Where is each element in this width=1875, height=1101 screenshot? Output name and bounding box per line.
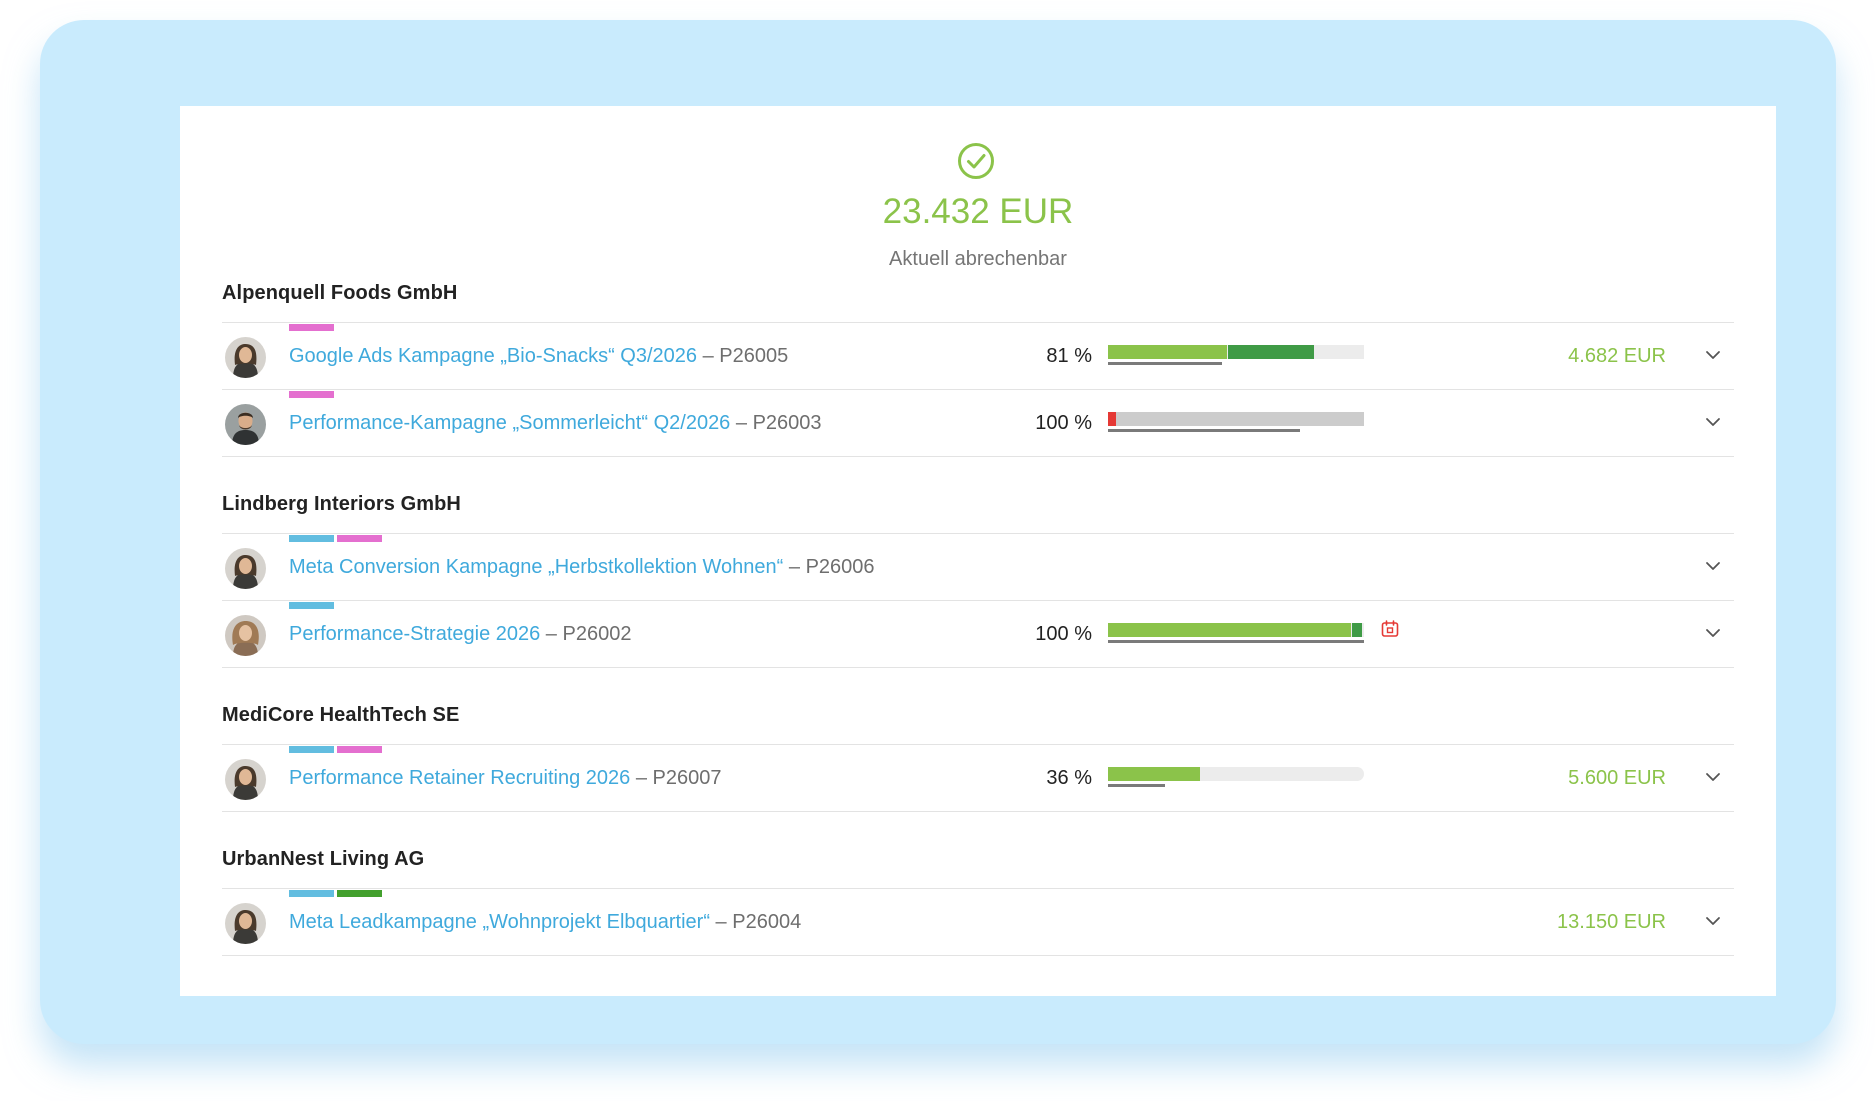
- project-row[interactable]: Performance-Strategie 2026 – P26002 100 …: [222, 601, 1734, 667]
- total-billable-label: Aktuell abrechenbar: [889, 248, 1067, 270]
- budget-percent: 36 %: [1046, 767, 1092, 789]
- avatar: [225, 548, 266, 589]
- check-circle-icon: [958, 143, 994, 179]
- avatar: [225, 903, 266, 944]
- divider: [222, 456, 1734, 457]
- project-title[interactable]: Meta Leadkampagne „Wohnprojekt Elbquarti…: [289, 911, 802, 933]
- tag-pink: [289, 391, 334, 398]
- divider: [222, 744, 1734, 745]
- budget-progress-bar: [1108, 345, 1364, 367]
- avatar: [225, 404, 266, 445]
- avatar: [225, 337, 266, 378]
- project-title[interactable]: Performance-Strategie 2026 – P26002: [289, 623, 632, 645]
- project-row[interactable]: Meta Leadkampagne „Wohnprojekt Elbquarti…: [222, 889, 1734, 955]
- progress-billed-segment: [1108, 767, 1200, 781]
- divider: [222, 811, 1734, 812]
- project-title[interactable]: Meta Conversion Kampagne „Herbstkollekti…: [289, 556, 875, 578]
- progress-time-indicator: [1108, 784, 1165, 787]
- chevron-down-icon[interactable]: [1704, 623, 1722, 643]
- chevron-down-icon[interactable]: [1704, 345, 1722, 365]
- tag-blue: [289, 746, 334, 753]
- client-name: MediCore HealthTech SE: [222, 704, 460, 726]
- budget-percent: 81 %: [1046, 345, 1092, 367]
- tag-blue: [289, 602, 334, 609]
- client-name: UrbanNest Living AG: [222, 848, 425, 870]
- progress-billed-segment: [1108, 345, 1227, 359]
- budget-progress-bar: [1108, 412, 1364, 434]
- billable-amount: 5.600 EUR: [1568, 767, 1666, 789]
- chevron-down-icon[interactable]: [1704, 767, 1722, 787]
- divider: [222, 600, 1734, 601]
- background-frame: 23.432 EUR Aktuell abrechenbar Alpenquel…: [40, 20, 1836, 1044]
- project-row[interactable]: Performance Retainer Recruiting 2026 – P…: [222, 745, 1734, 811]
- budget-percent: 100 %: [1035, 623, 1092, 645]
- tag-pink: [337, 746, 382, 753]
- progress-time-indicator: [1108, 362, 1222, 365]
- tag-pink: [337, 535, 382, 542]
- progress-overrun-segment: [1108, 412, 1116, 426]
- progress-time-indicator: [1108, 640, 1364, 643]
- client-name: Alpenquell Foods GmbH: [222, 282, 458, 304]
- billable-amount: 13.150 EUR: [1557, 911, 1666, 933]
- calendar-alert-icon[interactable]: [1380, 619, 1400, 639]
- divider: [222, 888, 1734, 889]
- project-link[interactable]: Performance Retainer Recruiting 2026: [289, 767, 631, 789]
- tag-pink: [289, 324, 334, 331]
- project-number: P26003: [752, 412, 822, 434]
- budget-progress-bar: [1108, 767, 1364, 789]
- project-number: P26002: [562, 623, 632, 645]
- tag-blue: [289, 535, 334, 542]
- project-link[interactable]: Performance-Kampagne „Sommerleicht“ Q2/2…: [289, 412, 731, 434]
- divider: [222, 533, 1734, 534]
- project-number: P26005: [719, 345, 789, 367]
- tag-green: [337, 890, 382, 897]
- chevron-down-icon[interactable]: [1704, 412, 1722, 432]
- project-link[interactable]: Meta Leadkampagne „Wohnprojekt Elbquarti…: [289, 911, 710, 933]
- divider: [222, 955, 1734, 956]
- project-row[interactable]: Google Ads Kampagne „Bio-Snacks“ Q3/2026…: [222, 323, 1734, 389]
- budget-percent: 100 %: [1035, 412, 1092, 434]
- project-row[interactable]: Meta Conversion Kampagne „Herbstkollekti…: [222, 534, 1734, 600]
- total-billable-amount: 23.432 EUR: [882, 192, 1074, 231]
- project-title[interactable]: Google Ads Kampagne „Bio-Snacks“ Q3/2026…: [289, 345, 789, 367]
- billable-amount: 4.682 EUR: [1568, 345, 1666, 367]
- project-link[interactable]: Performance-Strategie 2026: [289, 623, 541, 645]
- project-number: P26004: [732, 911, 802, 933]
- project-link[interactable]: Google Ads Kampagne „Bio-Snacks“ Q3/2026: [289, 345, 698, 367]
- tag-blue: [289, 890, 334, 897]
- chevron-down-icon[interactable]: [1704, 911, 1722, 931]
- project-number: P26007: [652, 767, 722, 789]
- budget-progress-bar: [1108, 623, 1364, 645]
- project-link[interactable]: Meta Conversion Kampagne „Herbstkollekti…: [289, 556, 784, 578]
- project-title[interactable]: Performance Retainer Recruiting 2026 – P…: [289, 767, 722, 789]
- progress-unbilled-segment: [1352, 623, 1362, 637]
- client-name: Lindberg Interiors GmbH: [222, 493, 461, 515]
- avatar: [225, 759, 266, 800]
- divider: [222, 389, 1734, 390]
- progress-track: [1108, 412, 1364, 426]
- divider: [222, 322, 1734, 323]
- chevron-down-icon[interactable]: [1704, 556, 1722, 576]
- progress-time-indicator: [1108, 429, 1300, 432]
- billing-card: 23.432 EUR Aktuell abrechenbar Alpenquel…: [180, 106, 1776, 996]
- avatar: [225, 615, 266, 656]
- project-number: P26006: [805, 556, 875, 578]
- progress-billed-segment: [1108, 623, 1351, 637]
- progress-unbilled-segment: [1228, 345, 1314, 359]
- divider: [222, 667, 1734, 668]
- project-title[interactable]: Performance-Kampagne „Sommerleicht“ Q2/2…: [289, 412, 822, 434]
- project-row[interactable]: Performance-Kampagne „Sommerleicht“ Q2/2…: [222, 390, 1734, 456]
